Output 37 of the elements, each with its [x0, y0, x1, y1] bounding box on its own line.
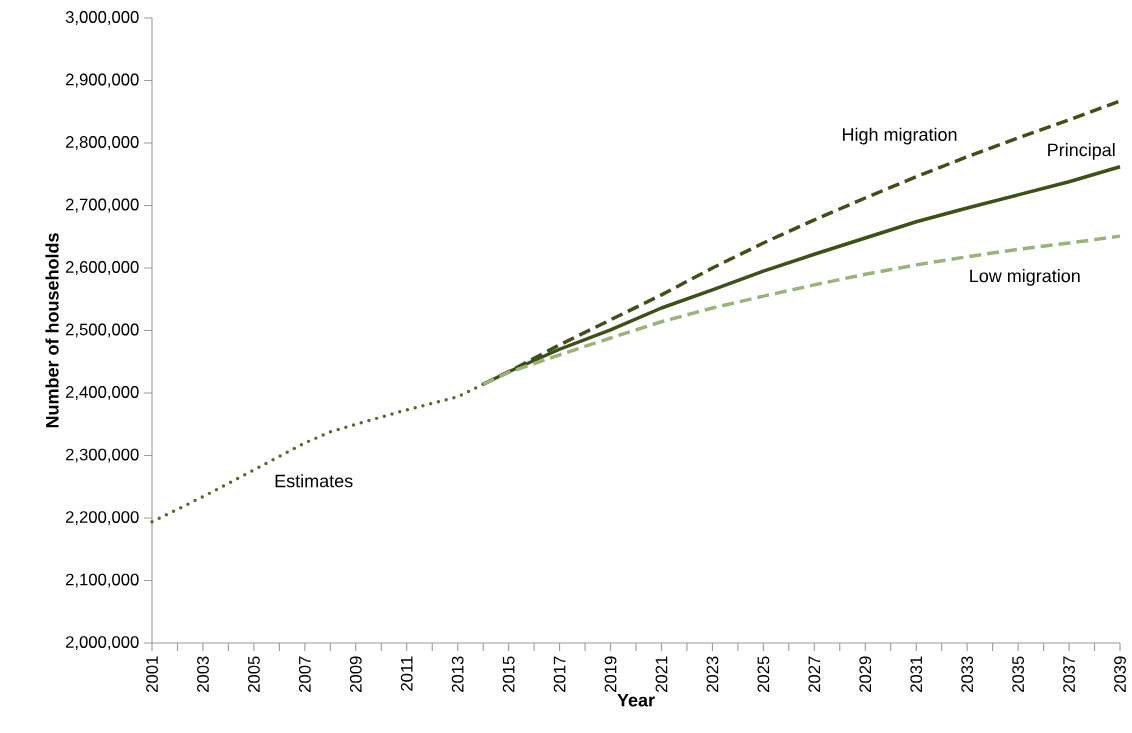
x-tick-label: 2039 [1114, 656, 1126, 692]
x-tick-label: 2019 [604, 656, 617, 692]
y-tick-label: 2,600,000 [65, 261, 139, 275]
y-axis-title: Number of households [45, 233, 59, 428]
series-label: Principal [1048, 143, 1115, 160]
x-tick-label: 2029 [859, 656, 872, 692]
y-tick-label: 3,000,000 [65, 11, 139, 25]
y-tick-label: 2,200,000 [65, 511, 139, 525]
series-label: High migration [842, 127, 957, 145]
x-tick-label: 2013 [451, 656, 464, 692]
x-tick-label: 2025 [757, 656, 770, 692]
x-tick-label: 2011 [400, 656, 413, 691]
x-tick-label: 2001 [146, 656, 158, 692]
y-tick-label: 2,300,000 [65, 448, 139, 463]
y-tick-label: 2,800,000 [65, 136, 139, 150]
x-tick-label: 2007 [298, 656, 311, 692]
x-tick-label: 2021 [655, 656, 668, 692]
y-tick-label: 2,700,000 [65, 198, 139, 213]
x-tick-label: 2031 [910, 656, 923, 692]
x-tick-label: 2037 [1063, 656, 1075, 692]
y-tick-label: 2,500,000 [65, 323, 139, 338]
x-tick-label: 2033 [961, 656, 974, 692]
x-tick-label: 2035 [1012, 656, 1025, 692]
x-tick-label: 2017 [553, 656, 566, 692]
x-axis-title: Year [617, 693, 655, 707]
series-label: Estimates [275, 474, 353, 488]
series-label: Low migration [970, 269, 1080, 286]
x-tick-label: 2015 [502, 656, 515, 692]
y-tick-label: 2,000,000 [65, 636, 139, 650]
y-tick-label: 2,400,000 [65, 386, 139, 400]
y-tick-label: 2,900,000 [65, 73, 139, 88]
x-tick-label: 2009 [349, 656, 362, 692]
y-tick-label: 2,100,000 [65, 573, 139, 588]
x-tick-label: 2027 [808, 656, 821, 692]
x-tick-label: 2023 [706, 656, 719, 692]
x-tick-label: 2005 [248, 656, 260, 692]
x-tick-label: 2003 [197, 656, 209, 692]
